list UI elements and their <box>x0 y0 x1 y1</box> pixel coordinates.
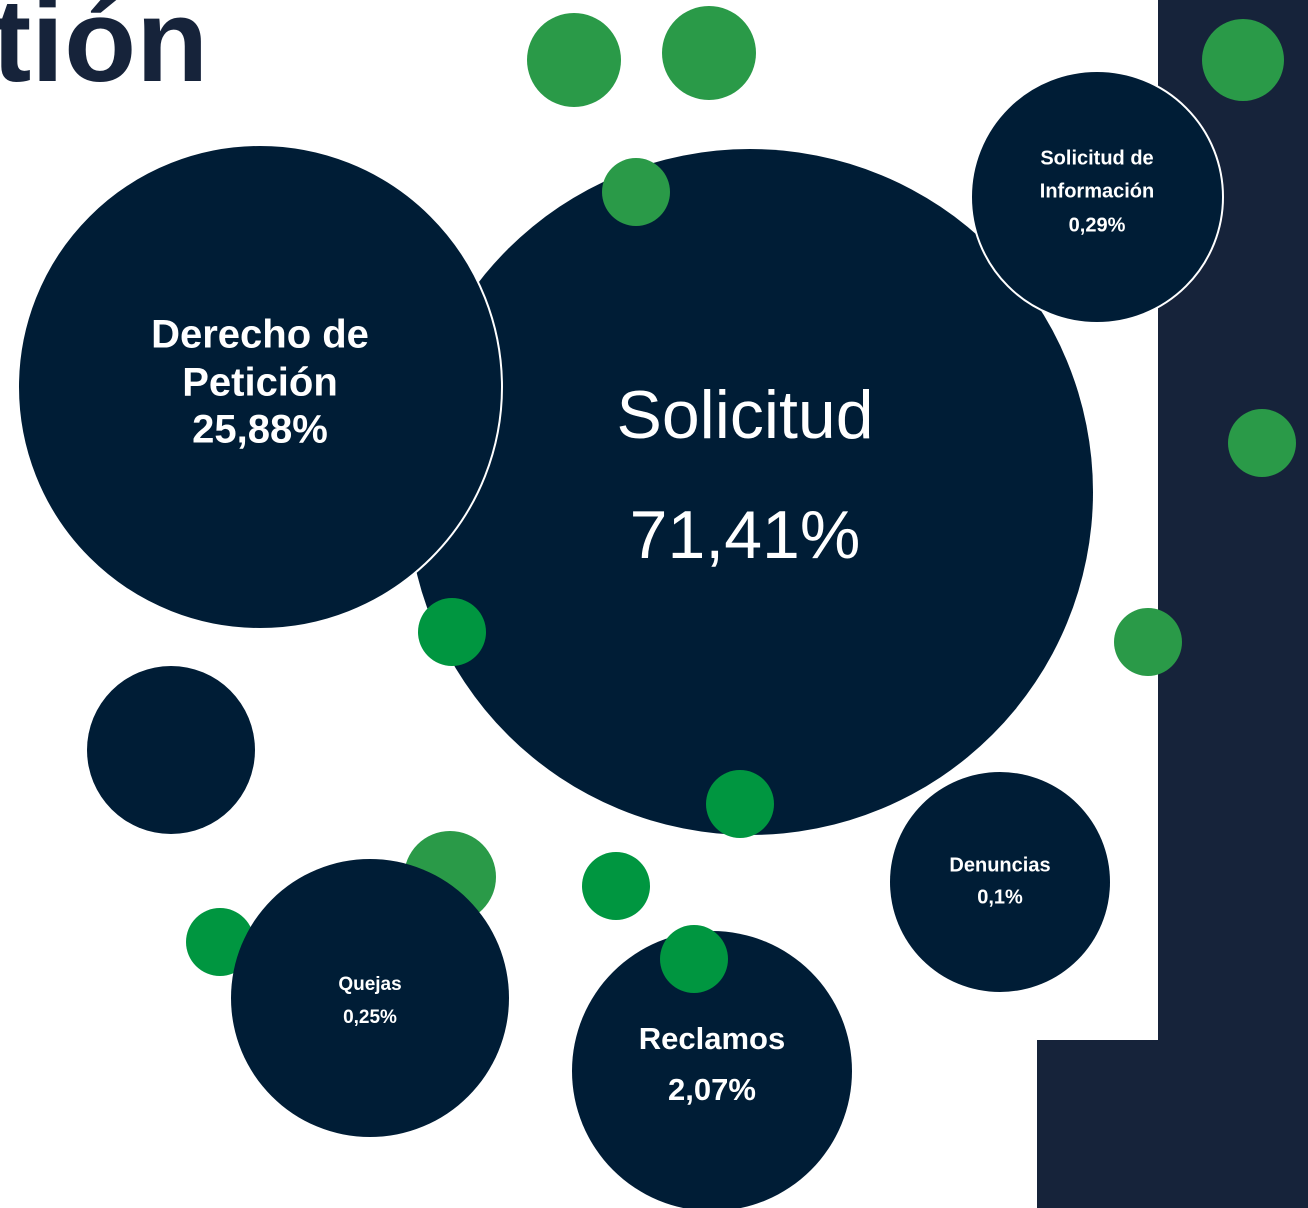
bubble-label: Reclamos <box>639 1021 785 1056</box>
bubble-label: Derecho de <box>151 313 369 357</box>
bubble-value: 25,88% <box>192 408 328 452</box>
bubble <box>87 666 255 834</box>
bubble-label: Solicitud de <box>1040 147 1153 169</box>
dot <box>418 598 486 666</box>
dot <box>582 852 650 920</box>
title: tión <box>0 0 208 107</box>
dot <box>527 13 621 107</box>
bubble <box>890 772 1110 992</box>
bubble-value: 0,29% <box>1069 214 1126 236</box>
bubble-label: Denuncias <box>949 854 1050 876</box>
bubble-value: 0,25% <box>343 1007 397 1028</box>
dot <box>662 6 756 100</box>
dot <box>1202 19 1284 101</box>
bubble <box>407 149 1093 835</box>
bubble <box>970 70 1224 324</box>
bubble-value: 2,07% <box>668 1072 756 1107</box>
bubble <box>231 859 509 1137</box>
bubble-label: Información <box>1040 180 1154 202</box>
dot <box>602 158 670 226</box>
bubble-label: Petición <box>182 361 338 405</box>
side-panel-foot <box>1037 1040 1308 1208</box>
bubble-value: 71,41% <box>630 497 861 573</box>
dot <box>706 770 774 838</box>
dot <box>1114 608 1182 676</box>
bubble <box>572 931 852 1208</box>
bubble-label: Solicitud <box>616 377 873 453</box>
bubble <box>17 144 503 630</box>
bubble-value: 0,1% <box>977 886 1023 908</box>
dot <box>660 925 728 993</box>
dot <box>1228 409 1296 477</box>
bubble-label: Quejas <box>338 974 401 995</box>
